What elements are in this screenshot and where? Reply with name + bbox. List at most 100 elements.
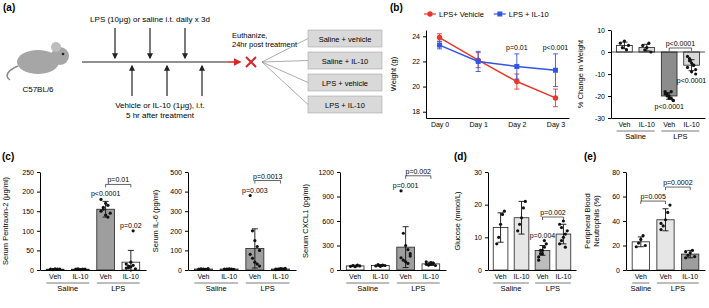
y-tick: 10 (474, 234, 488, 241)
y-tick: 50 (26, 247, 40, 254)
error-bar (128, 250, 134, 272)
y-tick-label: 500 (170, 169, 182, 176)
significance-bracket (255, 181, 281, 184)
data-point (693, 255, 696, 258)
x-tick-label: IL-10 (221, 273, 237, 280)
y-tick-mark (337, 197, 340, 198)
y-tick: 0 (616, 267, 626, 274)
y-tick: 500 (170, 169, 188, 176)
y-tick: 20 (612, 242, 626, 249)
error-bar (377, 265, 383, 267)
x-tick-label: Day 0 (431, 121, 449, 129)
connector (262, 61, 308, 63)
significance-bracket (106, 184, 131, 187)
y-tick-mark (37, 192, 40, 193)
bar (346, 266, 364, 270)
y-tick-label: 80 (612, 169, 620, 176)
error-bar (560, 224, 566, 244)
arrow (201, 66, 202, 96)
y-axis-line (611, 31, 612, 119)
y-tick-label: 150 (22, 208, 34, 215)
y-tick-label: 20 (412, 83, 420, 90)
y-tick-mark (623, 221, 626, 222)
marker (553, 68, 558, 73)
y-tick-label: 250 (22, 169, 34, 176)
bar-chart: 020406080VehVehIL-10SalineLPSPeripheral … (583, 151, 706, 293)
p-value: p=0.002 (405, 168, 431, 176)
error-bar (77, 268, 83, 270)
y-tick-mark (37, 231, 40, 232)
x-axis: VehIL-10VehIL-10 (41, 271, 147, 280)
p-value: p=0.001 (393, 182, 419, 190)
x-tick: Veh (495, 273, 507, 280)
y-tick: 20 (412, 83, 426, 90)
x-tick-label: IL-10 (639, 121, 655, 128)
p-value: p<0.0001 (677, 77, 706, 85)
group-label: LPS (111, 284, 125, 293)
data-point (537, 259, 540, 262)
y-tick-label: 0 (616, 267, 620, 274)
x-tick: Veh (659, 273, 671, 280)
x-tick-label: IL-10 (423, 273, 439, 280)
group-label: LPS (546, 284, 560, 293)
x-tick: Veh (197, 273, 209, 280)
x-tick-label: Veh (618, 121, 630, 128)
y-axis-title: Serum CXCL1 (pg/ml) (301, 184, 310, 258)
data-point (109, 212, 112, 215)
data-point (686, 254, 689, 257)
y-tick-label: 50 (26, 247, 34, 254)
zero-line (611, 52, 705, 53)
data-point (425, 260, 428, 263)
y-tick-mark (608, 74, 611, 75)
timeline (82, 62, 228, 63)
data-point (501, 213, 504, 216)
y-tick-mark (37, 211, 40, 212)
marker (514, 64, 519, 69)
data-point (434, 264, 437, 267)
x-tick-label: Veh (495, 273, 507, 280)
p-value: p=0.004 (530, 232, 556, 240)
data-point (503, 210, 506, 213)
x-tick: IL-10 (423, 273, 439, 280)
error-bar (200, 268, 206, 269)
arrow (114, 28, 115, 58)
data-point (692, 64, 695, 67)
y-axis: -30-20-10010 (595, 27, 612, 122)
group-label: Saline (501, 284, 522, 293)
data-point (132, 229, 135, 232)
error-bar (663, 209, 669, 231)
x-axis-line (489, 270, 577, 271)
panel-label: (a) (3, 2, 15, 13)
panel-label: (e) (584, 151, 596, 162)
group-label: LPS (671, 284, 685, 293)
y-axis-line (340, 173, 341, 271)
x-tick-label: Day 2 (508, 121, 526, 129)
significance-bracket (406, 176, 431, 179)
data-point (539, 249, 542, 252)
y-tick-mark (337, 221, 340, 222)
x-tick: Day 1 (470, 121, 488, 129)
y-tick: -20 (595, 93, 611, 100)
x-tick-label: Veh (349, 273, 361, 280)
group-label: LPS + vehicle (322, 79, 368, 88)
x-tick-label: IL-10 (514, 273, 530, 280)
arrow (184, 28, 185, 58)
error-bar (621, 42, 627, 49)
y-tick-label: 200 (22, 188, 34, 195)
group-box (308, 96, 382, 113)
y-tick-label: 20 (612, 242, 620, 249)
marker (476, 59, 481, 64)
x-axis: Day 0Day 1Day 2Day 3 (427, 119, 570, 129)
group-label: Saline (57, 284, 78, 293)
data-point (662, 224, 665, 227)
x-tick: Veh (663, 121, 675, 128)
legend-line (424, 13, 436, 14)
error-bar (403, 227, 409, 268)
y-tick: 0 (178, 267, 188, 274)
x-tick: IL-10 (72, 273, 88, 280)
bar (97, 209, 115, 270)
y-tick-label: -30 (595, 115, 605, 122)
y-tick: 900 (322, 193, 340, 200)
error-bar (278, 268, 284, 269)
y-tick-mark (185, 192, 188, 193)
